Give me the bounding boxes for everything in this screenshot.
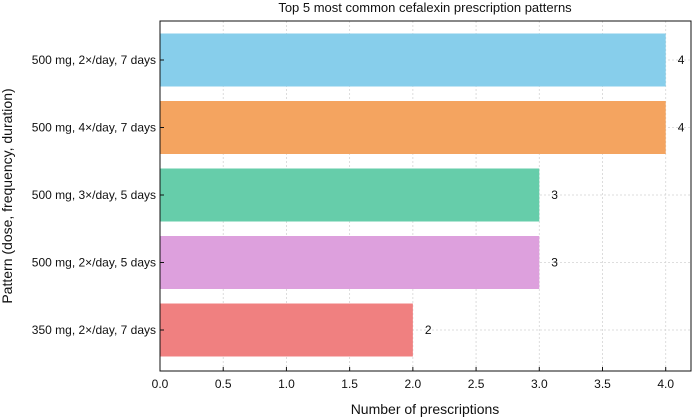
x-tick-label: 0.0 (152, 377, 169, 391)
bar (160, 33, 666, 87)
x-tick-label: 2.0 (405, 377, 422, 391)
category-label: 500 mg, 3×/day, 5 days (32, 188, 156, 202)
plot-frame (159, 20, 692, 372)
bar-value-label: 4 (678, 121, 685, 135)
y-axis-categories: 500 mg, 2×/day, 7 days 500 mg, 4×/day, 7 … (32, 53, 156, 337)
bar (160, 168, 540, 222)
bar-value-label: 4 (678, 53, 685, 67)
category-label: 500 mg, 2×/day, 5 days (32, 256, 156, 270)
bar (160, 101, 666, 154)
x-axis-ticks: 0.0 0.5 1.0 1.5 2.0 2.5 3.0 3.5 4.0 (152, 59, 674, 391)
x-tick-label: 1.5 (341, 377, 358, 391)
y-axis-title: Pattern (dose, frequency, duration) (0, 88, 15, 303)
bar-value-label: 2 (425, 323, 432, 337)
x-tick-label: 2.5 (468, 377, 485, 391)
category-label: 350 mg, 2×/day, 7 days (32, 323, 156, 337)
x-tick-label: 3.0 (531, 377, 548, 391)
data-labels: 4 4 3 3 2 (425, 53, 685, 337)
category-label: 500 mg, 2×/day, 7 days (32, 53, 156, 67)
bar (160, 303, 413, 357)
x-tick-label: 4.0 (657, 377, 674, 391)
x-tick-label: 1.0 (278, 377, 295, 391)
x-axis-title: Number of prescriptions (351, 401, 500, 417)
bar (160, 236, 540, 289)
x-tick-label: 3.5 (594, 377, 611, 391)
chart-title: Top 5 most common cefalexin prescription… (278, 0, 572, 15)
bar-value-label: 3 (551, 188, 558, 202)
x-tick-label: 0.5 (215, 377, 232, 391)
bar-value-label: 3 (551, 256, 558, 270)
bars (160, 33, 666, 357)
category-label: 500 mg, 4×/day, 7 days (32, 121, 156, 135)
